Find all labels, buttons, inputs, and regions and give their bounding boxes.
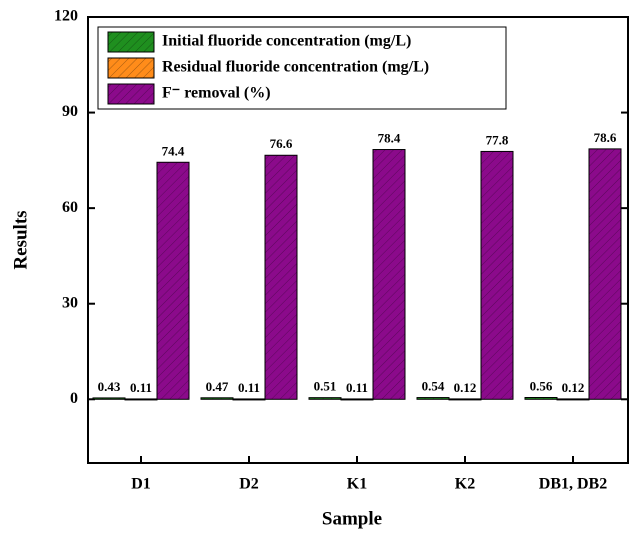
bar-hatch [93, 397, 125, 400]
data-label: 0.12 [562, 380, 585, 395]
x-axis-label: Sample [322, 508, 382, 529]
legend-label: Residual fluoride concentration (mg/L) [162, 59, 429, 76]
data-label: 76.6 [270, 136, 293, 151]
bar-hatch [417, 397, 449, 400]
legend-box [97, 26, 507, 110]
legend-hatch [108, 84, 154, 104]
bar-hatch [373, 149, 405, 400]
bar-hatch [589, 148, 621, 400]
bar-hatch [157, 162, 189, 400]
data-label: 0.51 [314, 379, 337, 394]
plot-frame [87, 16, 629, 464]
bar-hatch [525, 397, 557, 400]
x-tick-label: K2 [455, 476, 475, 493]
data-label: 0.11 [238, 380, 260, 395]
data-label: 0.43 [98, 379, 121, 394]
bar-hatch [481, 151, 513, 400]
data-label: 74.4 [162, 143, 185, 158]
y-tick-label: 60 [62, 199, 78, 216]
legend-hatch [108, 32, 154, 52]
bar-hatch [125, 398, 157, 400]
data-label: 0.54 [422, 379, 445, 394]
bar-hatch [449, 398, 481, 400]
legend-label: Initial fluoride concentration (mg/L) [162, 33, 411, 50]
bar-hatch [265, 155, 297, 400]
x-tick-label: D2 [239, 476, 259, 493]
y-tick-label: 0 [70, 390, 78, 407]
y-tick-label: 90 [62, 103, 78, 120]
x-tick-label: DB1, DB2 [539, 476, 607, 493]
bar-hatch [309, 397, 341, 400]
x-tick-label: D1 [131, 476, 151, 493]
data-label: 78.6 [594, 130, 617, 145]
data-label: 78.4 [378, 131, 401, 146]
bar-hatch [557, 398, 589, 400]
data-label: 0.11 [130, 380, 152, 395]
bar-hatch [233, 398, 265, 400]
legend-label: F⁻ removal (%) [162, 85, 271, 102]
data-label: 0.47 [206, 379, 229, 394]
y-tick-label: 120 [54, 8, 78, 25]
x-tick-label: K1 [347, 476, 367, 493]
legend-hatch [108, 58, 154, 78]
y-tick-label: 30 [62, 294, 78, 311]
bar-hatch [341, 398, 373, 400]
bar-hatch [201, 397, 233, 400]
data-label: 0.12 [454, 380, 477, 395]
data-label: 0.56 [530, 378, 553, 393]
data-label: 77.8 [486, 132, 509, 147]
data-label: 0.11 [346, 380, 368, 395]
y-axis-label: Results [10, 210, 31, 269]
